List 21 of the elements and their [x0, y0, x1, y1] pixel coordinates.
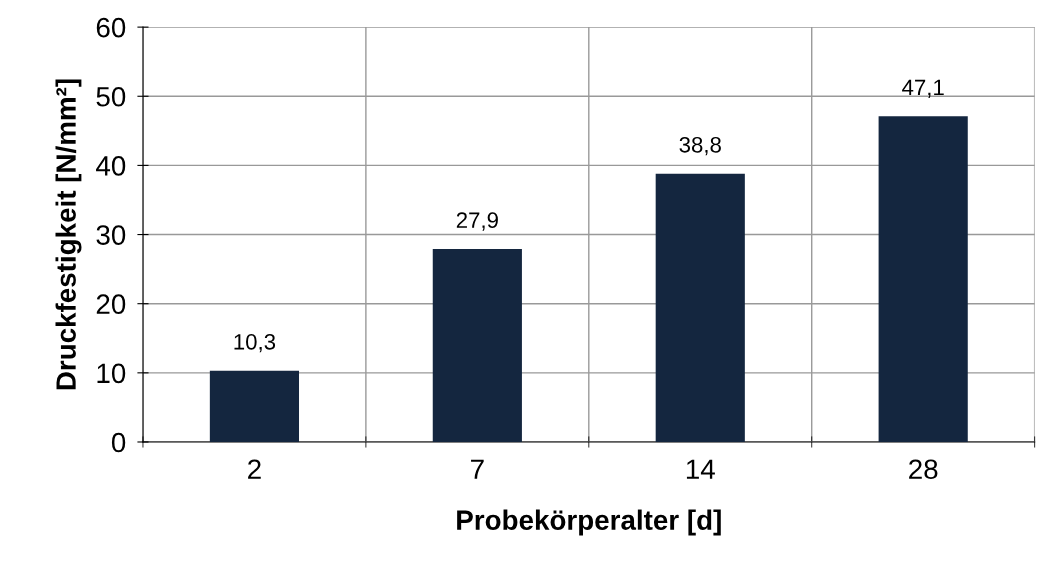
y-tick-label: 50: [96, 86, 126, 107]
data-label: 27,9: [456, 212, 498, 231]
data-label: 47,1: [902, 79, 944, 98]
x-tick-label: 14: [686, 459, 715, 479]
bar: [432, 249, 522, 442]
x-axis-title: Probekörperalter [d]: [457, 509, 721, 536]
x-tick-label: 2: [248, 459, 261, 479]
y-tick-label: 20: [96, 294, 126, 315]
x-tick-label: 28: [909, 459, 938, 480]
y-tick-label: 30: [96, 225, 126, 245]
y-tick-label: 10: [97, 363, 126, 384]
y-tick-label: 40: [96, 156, 126, 176]
bar: [655, 173, 745, 442]
bar: [878, 116, 968, 442]
data-label: 38,8: [679, 136, 721, 156]
data-label: 10,3: [234, 333, 276, 353]
bar: [209, 370, 300, 442]
y-tick-label: 0: [111, 432, 126, 453]
x-tick-label: 7: [471, 459, 484, 479]
y-axis-title: Druckfestigkeit [N/mm²]: [55, 79, 82, 390]
y-tick-label: 60: [96, 17, 126, 38]
